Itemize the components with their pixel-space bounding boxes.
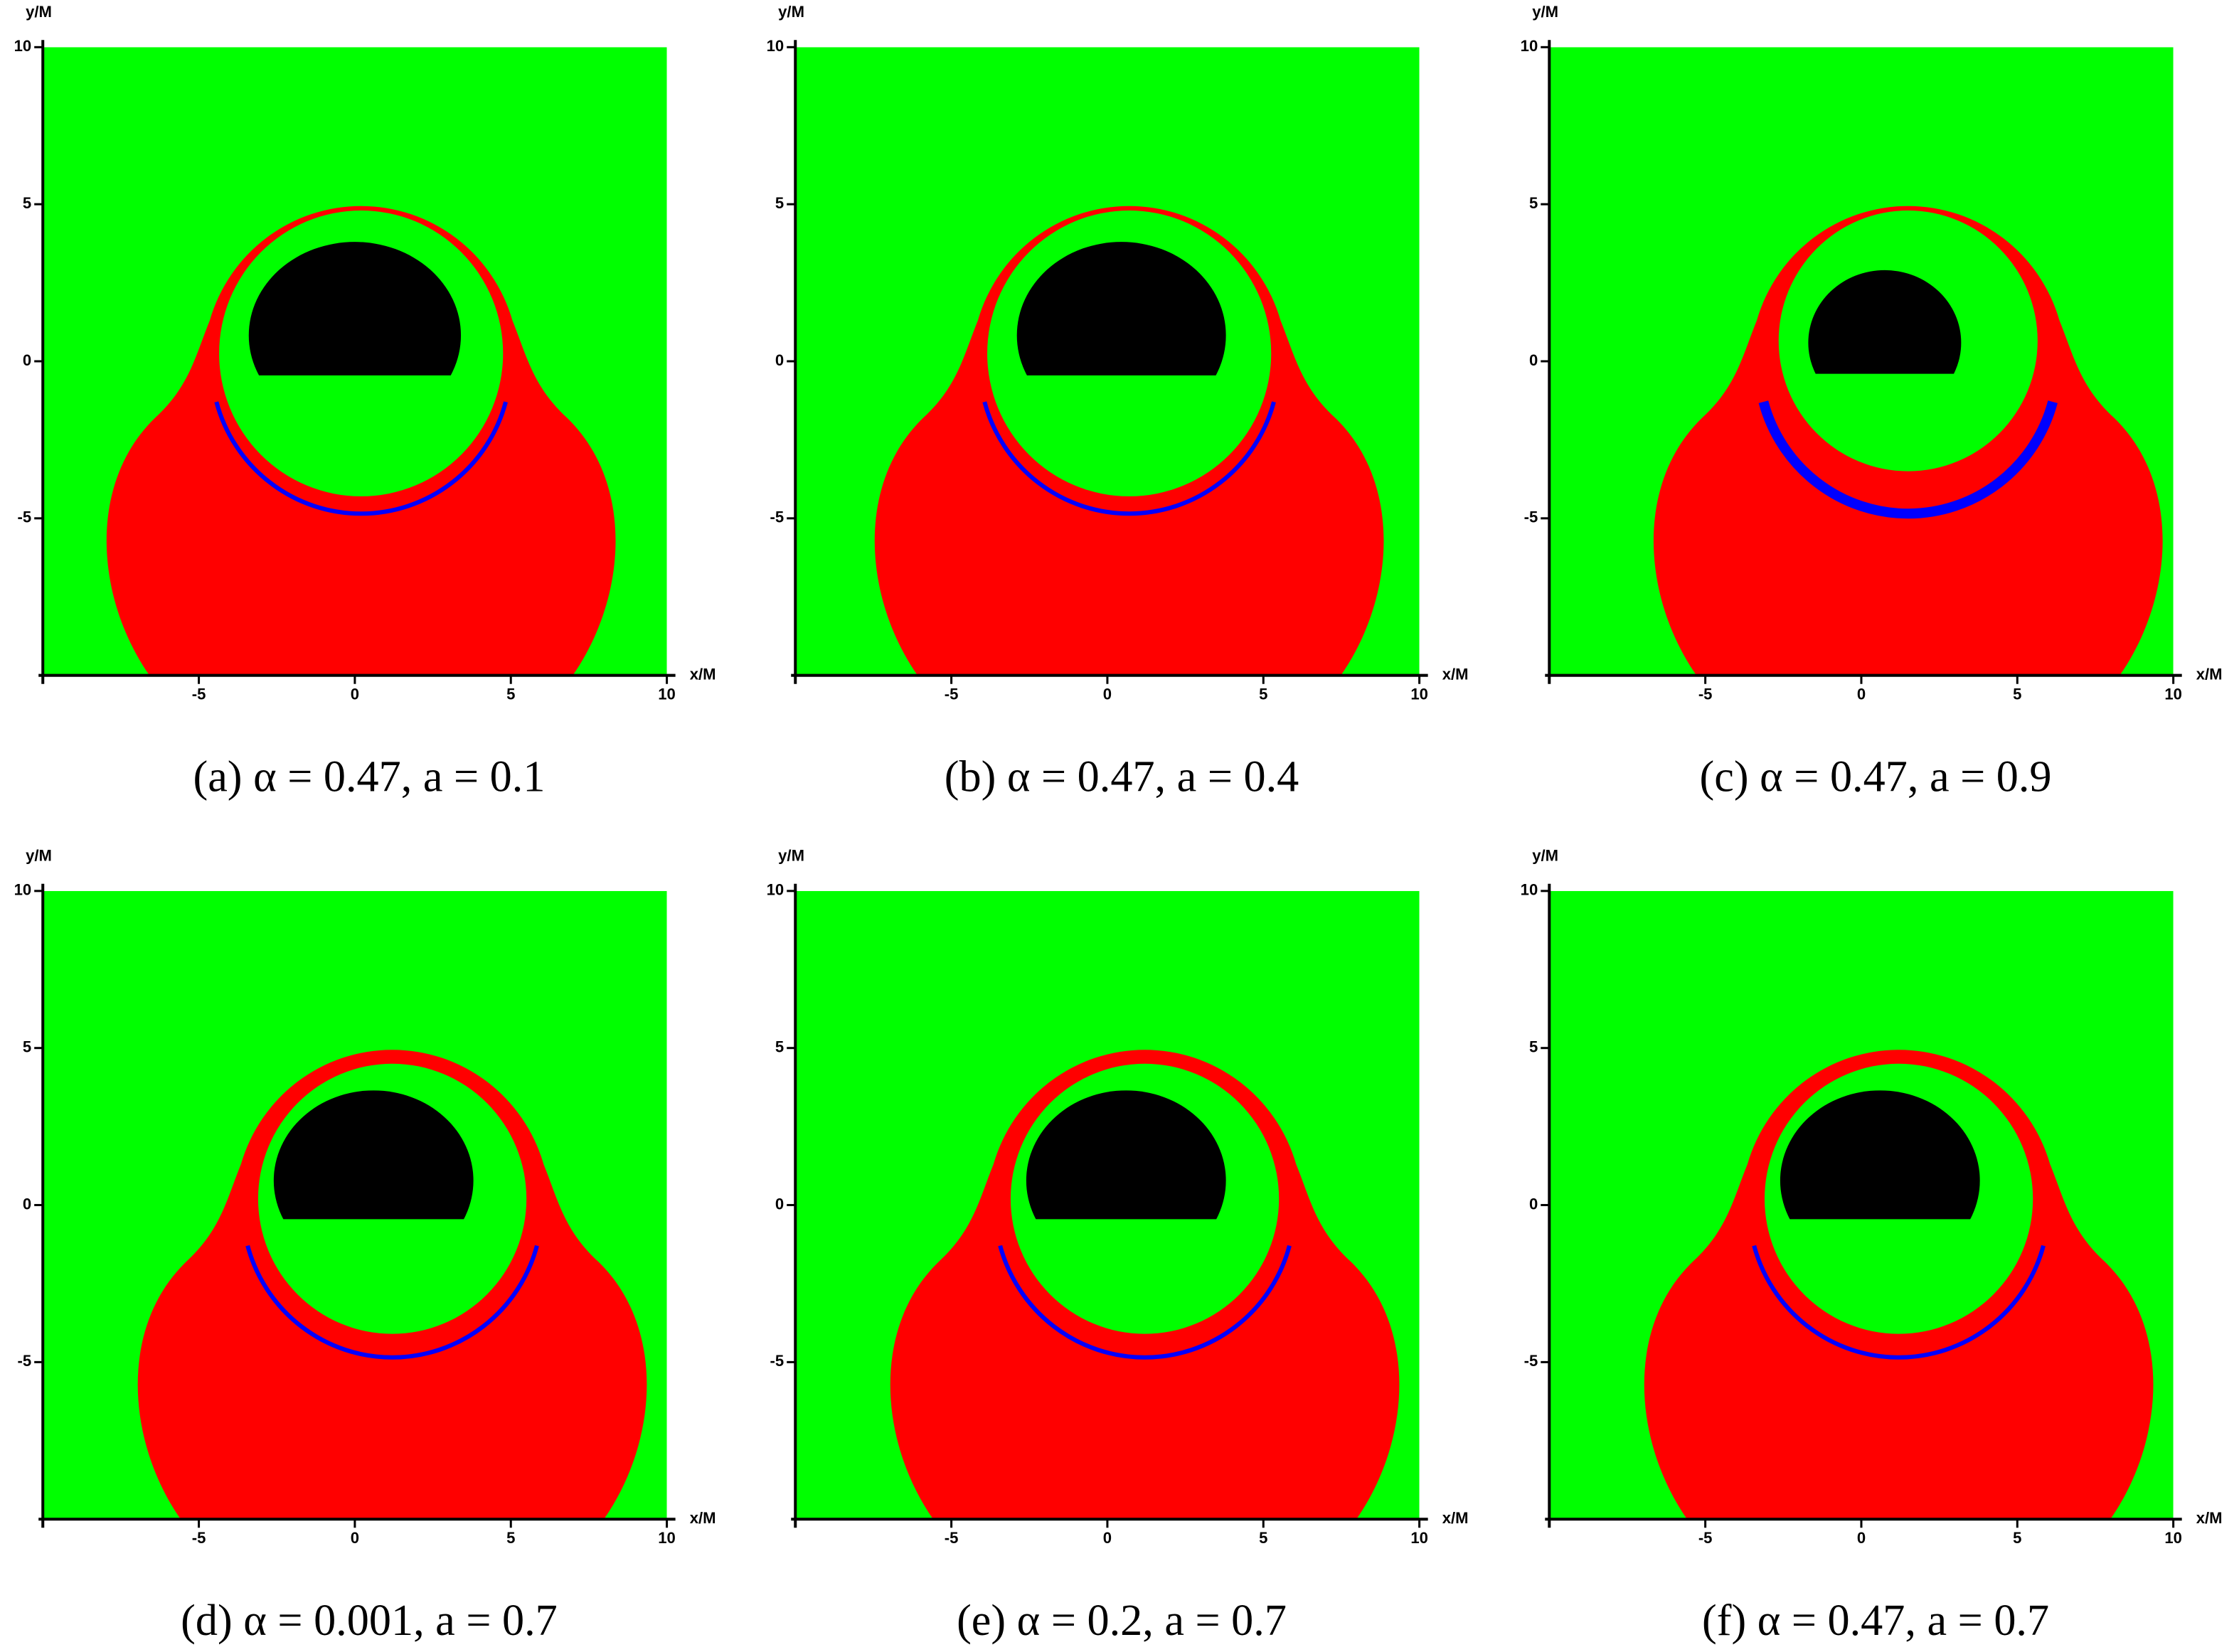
x-axis-label: x/M: [1442, 1509, 1469, 1527]
panel: x/M y/M -5 0 5 10 -5 0 5 10 (a) α = 0.47, a = 0.1: [14, 3, 716, 801]
panel: x/M y/M -5 0 5 10 -5 0 5 10 (e) α = 0.2, a = 0.7: [767, 846, 1469, 1645]
caption: (a) α = 0.47, a = 0.1: [193, 753, 545, 801]
shadow-region: [1808, 270, 1962, 374]
x-tick-label: 5: [1259, 686, 1267, 703]
y-tick-label: -5: [18, 508, 32, 526]
x-tick-label: 0: [1103, 1529, 1112, 1547]
blue-region: [214, 401, 508, 516]
y-tick-label: 0: [23, 351, 31, 369]
x-tick-label: 10: [658, 686, 676, 703]
shadow-region: [273, 1090, 474, 1220]
x-tick-label: 10: [1410, 1529, 1428, 1547]
x-tick-label: 5: [1259, 1529, 1267, 1547]
x-axis-label: x/M: [690, 1509, 716, 1527]
x-tick-label: 5: [2013, 686, 2021, 703]
caption: (e) α = 0.2, a = 0.7: [957, 1597, 1287, 1645]
x-tick-label: 0: [1857, 686, 1866, 703]
x-tick-label: 10: [1410, 686, 1428, 703]
x-tick-label: 0: [351, 686, 359, 703]
x-tick-label: -5: [192, 686, 206, 703]
panel: x/M y/M -5 0 5 10 -5 0 5 10 (d) α = 0.001, a = 0.7: [14, 846, 716, 1645]
y-axis-label: y/M: [1532, 3, 1558, 21]
x-axis-label: x/M: [2196, 666, 2223, 683]
y-tick-label: 5: [1529, 1038, 1538, 1056]
blue-region: [998, 1245, 1292, 1360]
x-tick-label: -5: [945, 1529, 959, 1547]
x-tick-label: 0: [1857, 1529, 1866, 1547]
x-tick-label: -5: [1698, 1529, 1713, 1547]
y-tick-label: 10: [767, 37, 785, 55]
y-tick-label: 10: [1521, 881, 1538, 899]
caption: (b) α = 0.47, a = 0.4: [945, 753, 1299, 801]
x-tick-label: -5: [192, 1529, 206, 1547]
plot-area: [43, 47, 667, 676]
x-tick-label: 0: [351, 1529, 359, 1547]
y-tick-label: 5: [23, 1038, 31, 1056]
shadow-region: [1026, 1090, 1226, 1220]
y-tick-label: 0: [1529, 351, 1538, 369]
plot-area: [43, 890, 667, 1520]
blue-region: [1758, 400, 2058, 519]
x-tick-label: 10: [2164, 686, 2182, 703]
x-tick-label: 5: [506, 686, 515, 703]
y-axis-label: y/M: [1532, 846, 1558, 864]
x-tick-label: -5: [945, 686, 959, 703]
shadow-region: [248, 242, 462, 375]
caption: (f) α = 0.47, a = 0.7: [1702, 1597, 2049, 1645]
x-axis-label: x/M: [1442, 666, 1469, 683]
y-tick-label: -5: [1524, 1352, 1538, 1370]
y-tick-label: 0: [775, 1195, 784, 1213]
y-tick-label: 10: [14, 37, 32, 55]
y-tick-label: 0: [775, 351, 784, 369]
x-axis-label: x/M: [2196, 1509, 2223, 1527]
y-tick-label: -5: [18, 1352, 32, 1370]
y-axis-label: y/M: [778, 3, 804, 21]
blue-region: [245, 1245, 539, 1360]
y-tick-label: 5: [775, 1038, 784, 1056]
x-axis-label: x/M: [690, 666, 716, 683]
y-tick-label: 5: [1529, 194, 1538, 212]
plot-area: [1549, 890, 2174, 1520]
y-axis-label: y/M: [778, 846, 804, 864]
y-tick-label: 10: [767, 881, 785, 899]
x-tick-label: 10: [658, 1529, 676, 1547]
x-tick-label: -5: [1698, 686, 1713, 703]
x-tick-label: 0: [1103, 686, 1112, 703]
blue-region: [982, 401, 1276, 516]
shadow-region: [1780, 1090, 1980, 1220]
y-tick-label: -5: [1524, 508, 1538, 526]
caption: (d) α = 0.001, a = 0.7: [181, 1597, 558, 1645]
y-tick-label: 0: [1529, 1195, 1538, 1213]
x-tick-label: 5: [506, 1529, 515, 1547]
blue-region: [1752, 1245, 2046, 1360]
panel: x/M y/M -5 0 5 10 -5 0 5 10 (f) α = 0.47, a = 0.7: [1521, 846, 2223, 1645]
y-tick-label: 0: [23, 1195, 31, 1213]
panel: x/M y/M -5 0 5 10 -5 0 5 10 (c) α = 0.47, a = 0.9: [1521, 3, 2223, 801]
y-tick-label: 5: [775, 194, 784, 212]
shadow-region: [1016, 242, 1226, 375]
plot-area: [795, 890, 1420, 1520]
x-tick-label: 5: [2013, 1529, 2021, 1547]
y-axis-label: y/M: [26, 846, 52, 864]
x-tick-label: 10: [2164, 1529, 2182, 1547]
y-tick-label: 5: [23, 194, 31, 212]
caption: (c) α = 0.47, a = 0.9: [1700, 753, 2052, 801]
y-tick-label: 10: [14, 881, 32, 899]
plot-area: [795, 47, 1420, 676]
y-tick-label: 10: [1521, 37, 1538, 55]
panel: x/M y/M -5 0 5 10 -5 0 5 10 (b) α = 0.47, a = 0.4: [767, 3, 1469, 801]
y-tick-label: -5: [770, 1352, 785, 1370]
plot-area: [1549, 47, 2174, 676]
y-tick-label: -5: [770, 508, 785, 526]
y-axis-label: y/M: [26, 3, 52, 21]
